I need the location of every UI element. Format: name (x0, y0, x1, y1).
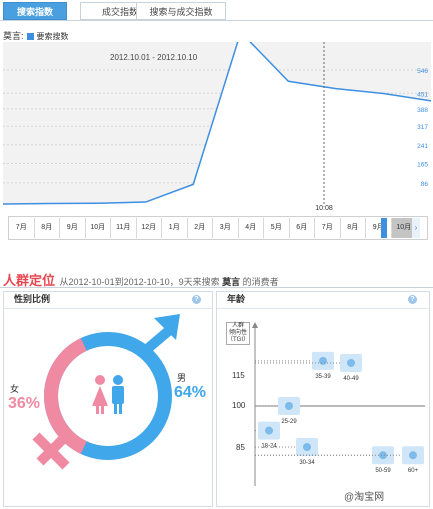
legend-keyword: 莫言: (3, 31, 24, 41)
age-ytick-115: 115 (232, 371, 245, 380)
age-yaxis-label-line1: 人群 (231, 323, 244, 329)
age-yaxis-arrow (252, 322, 258, 328)
age-group-label: 30-34 (299, 460, 315, 466)
timeline-month[interactable]: 9月 (366, 218, 392, 238)
female-label: 女 (10, 384, 20, 394)
age-point[interactable] (347, 358, 355, 367)
timeline-handle-left[interactable] (381, 218, 387, 238)
female-person-icon (92, 375, 108, 414)
tab-search-and-deal-index[interactable]: 搜索与成交指数 (136, 2, 226, 20)
series-line (2, 42, 432, 205)
age-panel (216, 291, 430, 507)
section-subtitle-prefix: 从2012-10-01到2012-10-10，9天来搜索 (59, 277, 220, 287)
female-ring-segment (44, 338, 87, 454)
timeline-month[interactable]: 2月 (188, 218, 213, 238)
search-index-chart: 2012.10.01 - 2012.10.10 10:08 546 451 388 3… (2, 42, 432, 212)
male-label: 男 (177, 373, 187, 383)
chart-ytick-label: 165 (417, 162, 428, 169)
chart-ytick-label: 546 (417, 68, 428, 75)
gender-head-divider (4, 308, 212, 309)
age-chart: 18-24 25-29 30-34 35-39 40-49 50-59 60+ (252, 322, 425, 486)
timeline-month[interactable]: 5月 (264, 218, 290, 238)
section-divider (0, 287, 433, 288)
date-marker-label: 10:08 (315, 205, 333, 212)
age-yaxis-label: 人群 倾向性 （TGI） (226, 322, 250, 345)
age-point[interactable] (319, 356, 327, 365)
tab-underline (0, 20, 433, 21)
legend-swatch (26, 33, 34, 41)
age-point[interactable] (285, 402, 293, 410)
timeline-month[interactable]: 12月 (137, 218, 162, 238)
timeline-month[interactable]: 4月 (239, 218, 264, 238)
watermark: @淘宝网 (344, 492, 385, 503)
male-person-icon (112, 375, 124, 414)
timeline-month[interactable]: 9月 (60, 218, 86, 238)
age-point[interactable] (409, 451, 417, 460)
section-title: 人群定位 (3, 273, 56, 288)
timeline-month[interactable]: 7月 (9, 218, 35, 238)
age-head-divider (217, 308, 429, 309)
age-group-label: 25-29 (281, 419, 297, 425)
age-ytick-85: 85 (236, 443, 245, 452)
date-range-label: 2012.10.01 - 2012.10.10 (110, 53, 198, 62)
age-help-icon[interactable]: ? (408, 295, 417, 304)
male-percentage: 64% (174, 384, 207, 401)
section-keyword: 莫言 (222, 277, 241, 287)
chart-ytick-label: 451 (417, 91, 428, 98)
gender-chart (32, 314, 180, 470)
chart-ytick-label: 241 (417, 143, 428, 150)
male-symbol (142, 314, 180, 354)
gender-panel (3, 291, 213, 507)
timeline-month[interactable]: 11月 (111, 218, 137, 238)
age-ytick-100: 100 (232, 401, 246, 410)
female-symbol (32, 432, 70, 470)
timeline-month[interactable]: 6月 (290, 218, 315, 238)
gender-panel-title: 性别比例 (14, 294, 51, 304)
timeline-month[interactable]: 8月 (341, 218, 366, 238)
female-percentage: 36% (8, 395, 41, 412)
age-yaxis-label-line2: 倾向性 (228, 330, 247, 336)
chart-ytick-label: 388 (417, 107, 428, 114)
section-subtitle-suffix: 的消费者 (242, 277, 279, 287)
chart-legend: 莫言: 要索搜数 (3, 29, 69, 42)
age-group-label: 18-24 (261, 444, 277, 450)
timeline-month[interactable]: 3月 (213, 218, 239, 238)
timeline-month[interactable]: 10月 (86, 218, 111, 238)
month-timeline (8, 216, 428, 240)
age-group-label: 35-39 (315, 374, 331, 380)
age-point[interactable] (303, 443, 311, 451)
legend-series-label: 要索搜数 (36, 32, 69, 41)
timeline-month[interactable]: 8月 (35, 218, 60, 238)
age-group-label: 50-59 (375, 468, 391, 474)
age-point[interactable] (265, 426, 273, 435)
chart-ytick-label: 86 (421, 181, 429, 188)
age-point[interactable] (379, 451, 387, 460)
age-group-label: 40-49 (343, 376, 359, 382)
timeline-month[interactable]: 7月 (315, 218, 341, 238)
chart-ytick-label: 317 (417, 124, 428, 131)
gender-help-icon[interactable]: ? (192, 295, 201, 304)
tab-search-index[interactable]: 搜索指数 (3, 2, 67, 20)
section-header: 人群定位 从2012-10-01到2012-10-10，9天来搜索 莫言 的消费… (3, 270, 279, 289)
age-panel-title: 年龄 (227, 294, 246, 304)
timeline-arrow-right[interactable]: › (412, 218, 420, 238)
age-group-label: 60+ (408, 468, 419, 474)
timeline-month[interactable]: 1月 (162, 218, 188, 238)
age-yaxis-label-line3: （TGI） (227, 337, 249, 343)
